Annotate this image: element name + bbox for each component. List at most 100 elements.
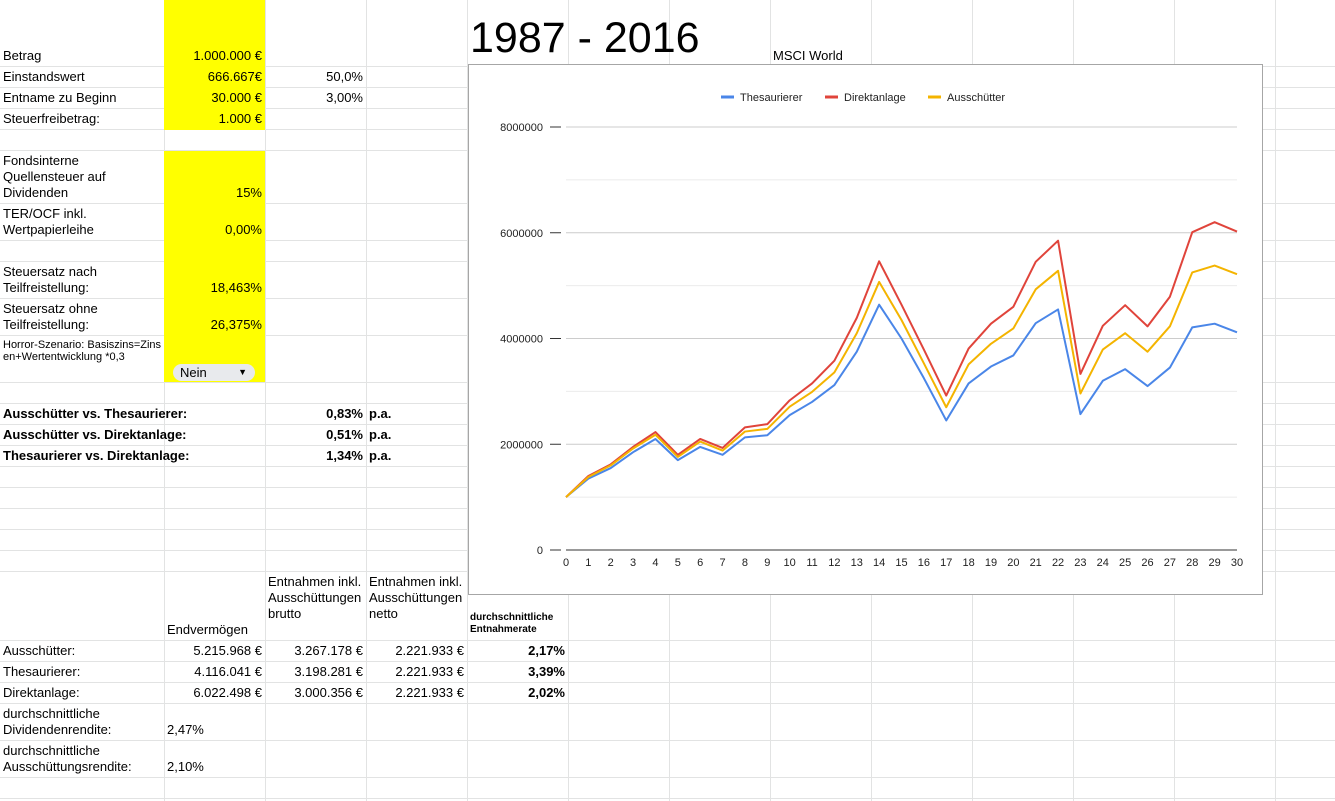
- grid-line: [0, 682, 1335, 683]
- x-tick-label: 3: [630, 557, 636, 569]
- result-rate[interactable]: 3,39%: [528, 664, 565, 679]
- payout-yield-label[interactable]: durchschnittliche Ausschüttungsrendite:: [3, 743, 132, 774]
- x-tick-label: 21: [1030, 557, 1042, 569]
- x-tick-label: 2: [608, 557, 614, 569]
- x-tick-label: 28: [1186, 557, 1198, 569]
- input-label-steuerfreibetrag[interactable]: Steuerfreibetrag:: [3, 111, 100, 126]
- input-label-betrag[interactable]: Betrag: [3, 48, 42, 63]
- input-value-einstandswert[interactable]: 666.667€: [207, 69, 262, 84]
- result-rate[interactable]: 2,02%: [528, 685, 565, 700]
- result-brutto[interactable]: 3.267.178 €: [294, 643, 363, 658]
- x-tick-label: 15: [895, 557, 907, 569]
- result-netto[interactable]: 2.221.933 €: [395, 643, 464, 658]
- grid-line: [164, 0, 165, 801]
- line-chart[interactable]: 0 2000000 4000000 6000000 8000000 0 1 2 3 4 5 6 7 8 9 1…: [468, 64, 1263, 595]
- input-value-quellensteuer[interactable]: 15%: [235, 185, 262, 200]
- result-endvermoegen[interactable]: 6.022.498 €: [193, 685, 262, 700]
- result-rate[interactable]: 2,17%: [528, 643, 565, 658]
- payout-yield-value[interactable]: 2,10%: [167, 759, 204, 774]
- index-label: MSCI World: [773, 48, 843, 63]
- result-endvermoegen[interactable]: 4.116.041 €: [194, 664, 262, 679]
- input-label-entnahme[interactable]: Entname zu Beginn: [3, 90, 117, 105]
- header-entnahmerate[interactable]: durchschnittliche Entnahmerate: [470, 612, 554, 635]
- horror-scenario-label[interactable]: Horror-Szenario: Basiszins=Zinsen+Werten…: [3, 339, 162, 363]
- x-tick-label: 4: [652, 557, 658, 569]
- x-tick-label: 25: [1119, 557, 1131, 569]
- header-endvermoegen[interactable]: Endvermögen: [167, 622, 248, 637]
- x-tick-label: 20: [1007, 557, 1019, 569]
- sheet-title: 1987 - 2016: [470, 14, 700, 62]
- series-line-direktanlage: [565, 221, 1238, 498]
- x-tick-label: 8: [742, 557, 748, 569]
- comparison-unit[interactable]: p.a.: [369, 427, 392, 442]
- x-tick-label: 6: [697, 557, 703, 569]
- comparison-value[interactable]: 1,34%: [326, 448, 363, 463]
- chevron-down-icon: ▼: [238, 367, 247, 377]
- input-label-quellensteuer[interactable]: Fondsinterne Quellensteuer auf Dividende…: [3, 153, 106, 200]
- entnahme-percent[interactable]: 3,00%: [326, 90, 363, 105]
- legend-label: Direktanlage: [844, 92, 906, 104]
- x-tick-label: 9: [764, 557, 770, 569]
- input-value-steuersatz-ohne[interactable]: 26,375%: [210, 317, 262, 332]
- result-brutto[interactable]: 3.000.356 €: [294, 685, 363, 700]
- x-tick-label: 12: [828, 557, 840, 569]
- horror-scenario-dropdown[interactable]: Nein ▼: [173, 364, 255, 381]
- input-value-steuersatz-mit[interactable]: 18,463%: [210, 280, 262, 295]
- einstandswert-percent[interactable]: 50,0%: [326, 69, 363, 84]
- x-tick-label: 13: [851, 557, 863, 569]
- input-fill: [164, 0, 265, 130]
- input-label-einstandswert[interactable]: Einstandswert: [3, 69, 85, 84]
- x-tick-label: 7: [720, 557, 726, 569]
- input-label-steuersatz-mit[interactable]: Steuersatz nach Teilfreistellung:: [3, 264, 97, 295]
- dividend-yield-label[interactable]: durchschnittliche Dividendenrendite:: [3, 706, 112, 737]
- x-tick-label: 5: [675, 557, 681, 569]
- input-value-betrag[interactable]: 1.000.000 €: [193, 48, 262, 63]
- x-tick-label: 17: [940, 557, 952, 569]
- x-tick-label: 16: [918, 557, 930, 569]
- grid-line: [467, 0, 468, 801]
- result-row-label[interactable]: Ausschütter:: [3, 643, 76, 658]
- result-row-label[interactable]: Direktanlage:: [3, 685, 80, 700]
- x-tick-label: 18: [962, 557, 974, 569]
- x-tick-label: 1: [585, 557, 591, 569]
- grid-line: [0, 703, 1335, 704]
- legend-label: Thesaurierer: [740, 92, 803, 104]
- result-brutto[interactable]: 3.198.281 €: [294, 664, 363, 679]
- input-label-steuersatz-ohne[interactable]: Steuersatz ohne Teilfreistellung:: [3, 301, 98, 332]
- dividend-yield-value[interactable]: 2,47%: [167, 722, 204, 737]
- comparison-unit[interactable]: p.a.: [369, 448, 392, 463]
- x-tick-label: 11: [806, 557, 817, 569]
- grid-line: [0, 740, 1335, 741]
- series-line-thesaurierer: [565, 303, 1238, 498]
- x-tick-label: 22: [1052, 557, 1064, 569]
- x-tick-label: 24: [1097, 557, 1109, 569]
- y-tick-label: 0: [537, 545, 543, 557]
- input-value-steuerfreibetrag[interactable]: 1.000 €: [218, 111, 262, 126]
- result-netto[interactable]: 2.221.933 €: [395, 664, 464, 679]
- comparison-label[interactable]: Thesaurierer vs. Direktanlage:: [3, 448, 190, 463]
- x-tick-label: 10: [784, 557, 796, 569]
- comparison-label[interactable]: Ausschütter vs. Thesaurierer:: [3, 406, 188, 421]
- result-netto[interactable]: 2.221.933 €: [395, 685, 464, 700]
- comparison-label[interactable]: Ausschütter vs. Direktanlage:: [3, 427, 187, 442]
- y-tick-label: 4000000: [500, 334, 543, 346]
- grid-line: [0, 661, 1335, 662]
- grid-line: [366, 0, 367, 801]
- input-label-ter[interactable]: TER/OCF inkl. Wertpapierleihe: [3, 206, 94, 237]
- x-tick-label: 27: [1164, 557, 1176, 569]
- y-tick-label: 6000000: [500, 228, 543, 240]
- result-row-label[interactable]: Thesaurierer:: [3, 664, 81, 679]
- header-entnahmen-brutto[interactable]: Entnahmen inkl. Ausschüttungen brutto: [268, 574, 362, 621]
- comparison-value[interactable]: 0,83%: [326, 406, 363, 421]
- result-endvermoegen[interactable]: 5.215.968 €: [193, 643, 262, 658]
- header-entnahmen-netto[interactable]: Entnahmen inkl. Ausschüttungen netto: [369, 574, 463, 621]
- grid-line: [0, 640, 1335, 641]
- input-value-ter[interactable]: 0,00%: [225, 222, 262, 237]
- input-value-entnahme[interactable]: 30.000 €: [211, 90, 262, 105]
- x-tick-label: 0: [563, 557, 569, 569]
- input-fill: [164, 151, 265, 382]
- comparison-unit[interactable]: p.a.: [369, 406, 392, 421]
- comparison-value[interactable]: 0,51%: [326, 427, 363, 442]
- x-tick-label: 14: [873, 557, 885, 569]
